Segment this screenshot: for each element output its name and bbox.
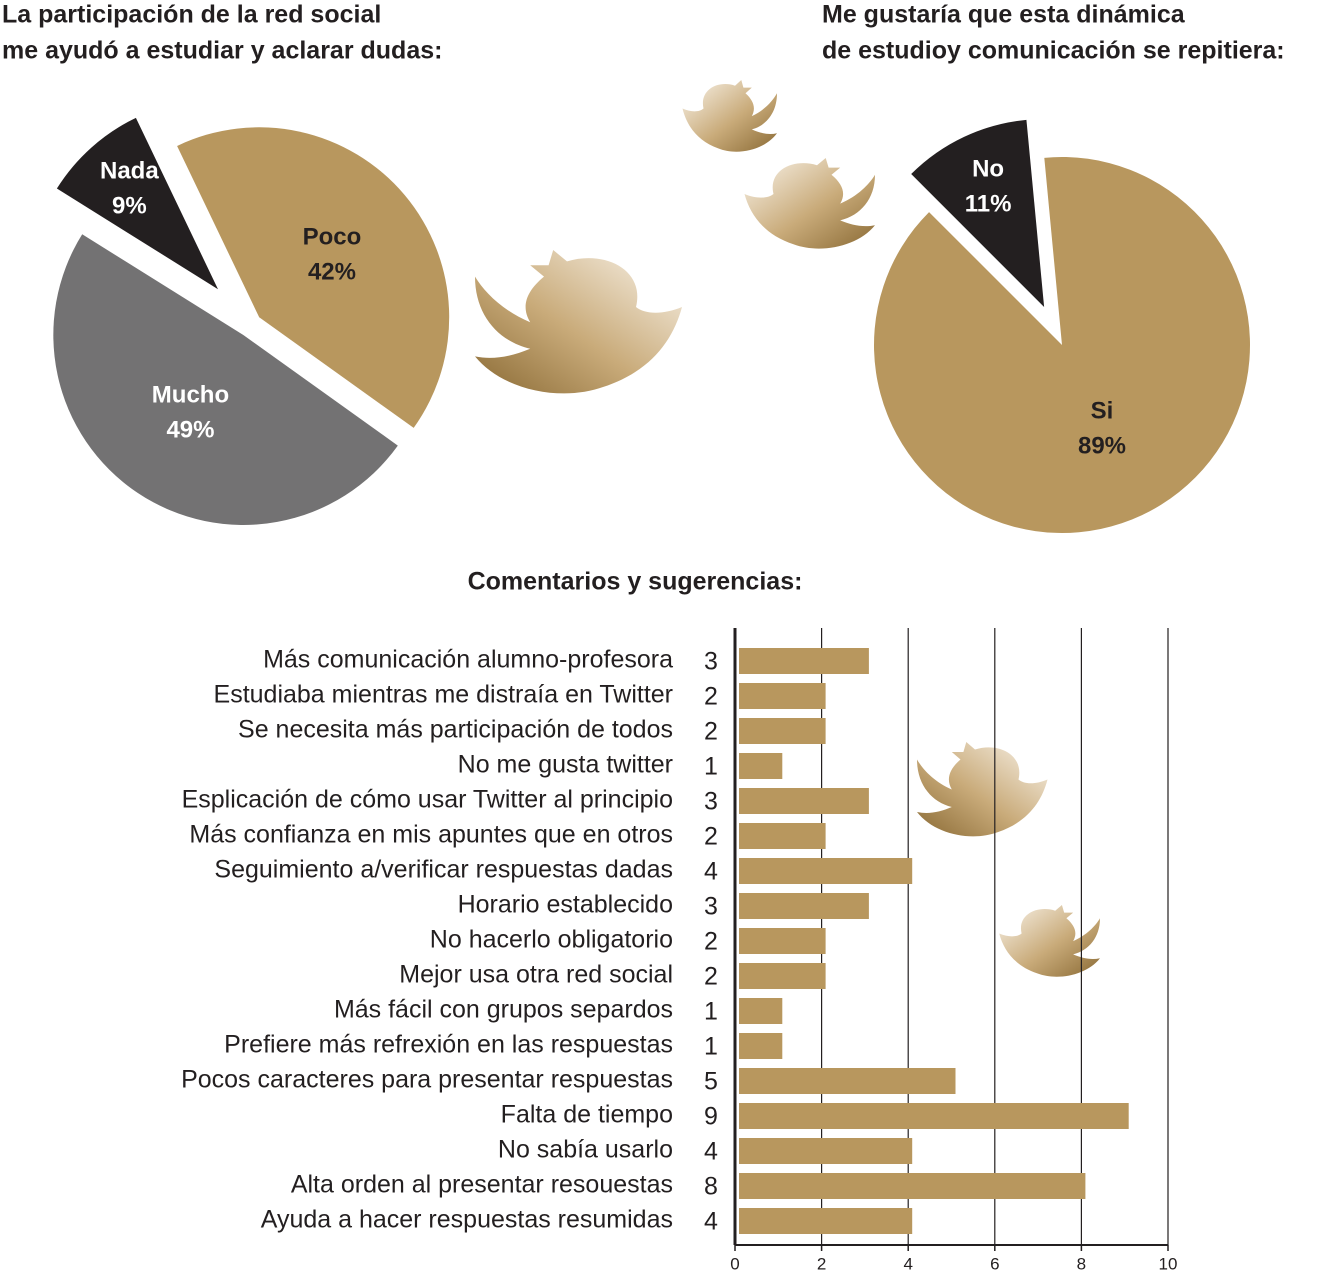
bar [739,648,869,674]
x-tick-label: 8 [1077,1254,1086,1273]
bar [739,893,869,919]
x-tick-label: 10 [1159,1254,1178,1273]
bar [739,963,826,989]
value-label: 1 [704,1033,718,1061]
pie-slice [53,234,398,525]
category-label: Alta orden al presentar resouestas [291,1171,673,1199]
value-label: 2 [704,928,718,956]
chart-title: Me gustaría que esta dinámica [822,1,1186,29]
bar [739,1033,783,1059]
slice-value: 11% [965,190,1012,217]
value-label: 2 [704,963,718,991]
bar [739,1208,913,1234]
chart-title: La participación de la red social [2,1,381,29]
category-label: Estudiaba mientras me distraía en Twitte… [214,681,673,709]
bar [739,1173,1086,1199]
category-label: Pocos caracteres para presentar respuest… [181,1066,673,1094]
category-label: Seguimiento a/verificar respuestas dadas [214,856,673,884]
category-label: Falta de tiempo [501,1101,673,1129]
category-label: Más confianza en mis apuntes que en otro… [189,821,673,849]
slice-value: 49% [166,416,214,443]
bar [739,788,869,814]
category-label: Más comunicación alumno-profesora [263,646,673,674]
bar [739,1103,1129,1129]
value-label: 3 [704,648,718,676]
value-label: 2 [704,718,718,746]
value-label: 9 [704,1103,718,1131]
pie-slice [911,119,1045,307]
category-label: No hacerlo obligatorio [430,926,673,954]
value-label: 8 [704,1173,718,1201]
category-label: Esplicación de cómo usar Twitter al prin… [182,786,673,814]
slice-value: 89% [1078,432,1126,459]
category-label: Se necesita más participación de todos [238,716,673,744]
chart-title: Comentarios y sugerencias: [468,568,803,596]
slice-label: No [972,155,1004,182]
x-tick-label: 6 [990,1254,999,1273]
slice-label: Nada [100,157,159,184]
bar [739,753,783,779]
slice-label: Si [1091,397,1114,424]
category-label: Ayuda a hacer respuestas resumidas [261,1206,673,1234]
chart-title: me ayudó a estudiar y aclarar dudas: [2,37,442,65]
value-label: 5 [704,1068,718,1096]
chart-title: de estudioy comunicación se repitiera: [822,37,1285,65]
pie-slice [177,127,450,428]
value-label: 2 [704,823,718,851]
category-label: Más fácil con grupos separdos [334,996,673,1024]
bar [739,718,826,744]
category-label: No me gusta twitter [458,751,673,779]
bar [739,858,913,884]
pie-slice [56,117,219,290]
value-label: 1 [704,753,718,781]
bar [739,1068,956,1094]
bar [739,823,826,849]
pie-slice [873,157,1250,533]
value-label: 3 [704,788,718,816]
category-label: Mejor usa otra red social [399,961,673,989]
category-label: Prefiere más refrexión en las respuestas [224,1031,673,1059]
category-label: Horario establecido [458,891,673,919]
bar [739,998,783,1024]
value-label: 4 [704,858,718,886]
value-label: 2 [704,683,718,711]
slice-value: 9% [112,192,147,219]
slice-label: Poco [303,224,362,251]
category-label: No sabía usarlo [498,1136,673,1164]
bar [739,683,826,709]
x-tick-label: 0 [730,1254,739,1273]
slice-label: Mucho [152,381,229,408]
value-label: 4 [704,1208,718,1236]
value-label: 3 [704,893,718,921]
slice-value: 42% [308,259,356,286]
x-tick-label: 4 [903,1254,912,1273]
bar [739,928,826,954]
value-label: 4 [704,1138,718,1166]
x-tick-label: 2 [817,1254,826,1273]
bar [739,1138,913,1164]
value-label: 1 [704,998,718,1026]
